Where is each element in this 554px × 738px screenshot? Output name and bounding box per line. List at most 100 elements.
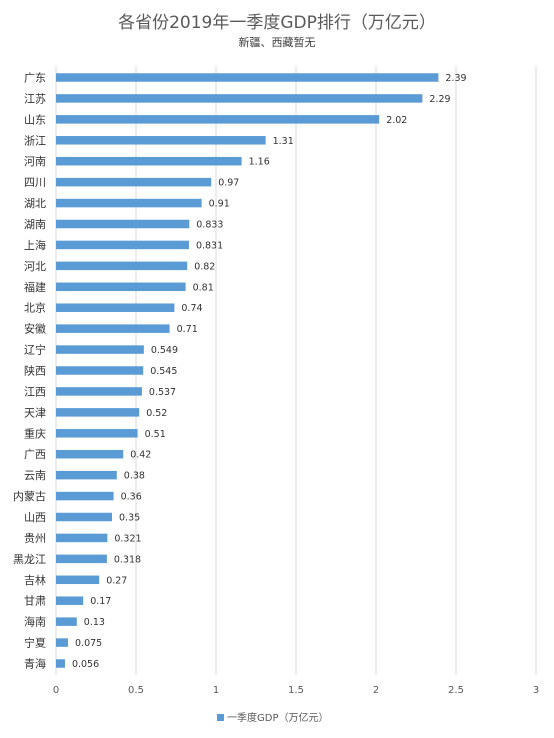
category-label: 云南 [24,469,46,482]
category-label: 辽宁 [24,343,46,357]
data-label: 0.81 [193,282,214,293]
category-label: 甘肃 [24,595,46,608]
bar [56,324,170,333]
bar [56,303,175,312]
category-label: 北京 [24,301,46,315]
bar [56,596,84,605]
bar [56,345,144,354]
bar [56,659,65,668]
data-label: 0.318 [114,554,141,565]
legend: 一季度GDP（万亿元） [217,711,328,724]
category-label: 陕西 [24,364,46,378]
category-label: 广东 [24,72,46,85]
x-tick-label: 3 [533,685,539,696]
bar [56,470,117,480]
category-label: 江苏 [24,92,46,105]
bar [56,115,380,124]
bar [56,638,68,647]
category-label: 福建 [24,280,46,294]
data-label: 0.97 [218,178,239,189]
category-label: 广西 [24,448,46,461]
data-label: 0.52 [146,408,167,419]
bar [56,491,114,501]
category-label: 山西 [24,511,46,524]
data-label: 0.833 [196,220,223,231]
data-label: 0.321 [114,533,141,544]
category-label: 青海 [24,657,46,671]
data-label: 0.35 [119,513,140,524]
data-label: 0.71 [177,324,198,335]
x-tick-label: 0 [53,685,59,696]
bar [56,533,108,543]
data-label: 0.549 [151,345,178,356]
legend-label: 一季度GDP（万亿元） [227,711,328,724]
category-label: 江西 [24,385,46,398]
category-label: 湖北 [24,197,46,210]
data-label: 0.537 [149,387,176,398]
category-label: 天津 [24,406,46,419]
bar [56,408,140,417]
data-label: 2.02 [386,115,407,126]
grid-lines [55,66,537,675]
data-label: 0.51 [145,429,166,440]
data-label: 0.27 [106,575,127,586]
bar [56,73,439,82]
bar [56,512,112,522]
chart-subtitle: 新疆、西藏暂无 [238,36,316,49]
x-tick-label: 0.5 [128,685,144,696]
data-label: 2.39 [445,73,466,84]
category-label: 河南 [24,155,46,168]
chart-title: 各省份2019年一季度GDP排行（万亿元） [118,13,436,33]
data-label: 0.075 [75,638,102,649]
bar [56,177,212,187]
data-label: 0.831 [196,240,223,251]
legend-swatch [217,714,224,721]
category-label: 海南 [24,615,46,629]
data-label: 0.13 [84,617,105,628]
bar [56,429,138,438]
data-label: 0.545 [150,366,177,377]
data-label: 1.31 [273,136,294,147]
bar [56,94,423,103]
bars: 广东 2.39 江苏 2.29 山东 2.02 浙江 1.31 河南 1.16 四川 0.97 湖北 0.… [13,72,467,671]
x-tick-label: 1 [213,685,219,696]
data-label: 0.91 [209,199,230,210]
category-label: 河北 [24,260,46,273]
category-label: 黑龙江 [13,553,46,566]
bar [56,198,202,208]
x-tick-label: 1.5 [288,685,304,696]
data-label: 0.42 [130,450,151,461]
x-tick-label: 2.5 [448,685,464,696]
category-label: 山东 [24,113,46,126]
category-label: 贵州 [24,532,46,545]
category-label: 安徽 [24,322,46,336]
bar [56,575,100,585]
bar [56,261,188,271]
bar [56,366,144,375]
category-label: 吉林 [24,573,46,587]
data-label: 0.056 [72,659,99,670]
category-label: 湖南 [24,218,46,231]
data-label: 0.38 [124,471,145,482]
category-label: 浙江 [24,134,46,147]
bar [56,554,107,564]
category-label: 上海 [24,238,46,252]
data-label: 0.74 [181,303,202,314]
data-label: 0.82 [194,261,215,272]
x-tick-label: 2 [373,685,379,696]
bar [56,282,186,292]
bar [56,617,77,626]
bar [56,387,142,396]
bar [56,136,266,145]
data-label: 2.29 [429,94,450,105]
bar [56,240,189,250]
category-label: 四川 [24,176,46,189]
x-axis: 0 0.5 1 1.5 2 2.5 3 [53,685,539,696]
category-label: 内蒙古 [13,489,46,503]
category-label: 宁夏 [24,636,46,650]
data-label: 0.36 [121,492,142,503]
bar [56,219,190,229]
bar [56,156,242,166]
data-label: 1.16 [249,157,270,168]
